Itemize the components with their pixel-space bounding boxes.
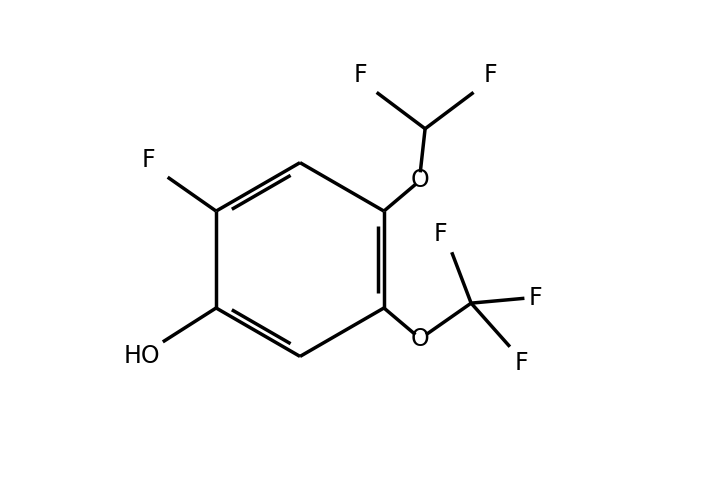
Text: F: F bbox=[142, 148, 155, 172]
Text: F: F bbox=[433, 222, 447, 246]
Text: O: O bbox=[411, 168, 430, 192]
Text: F: F bbox=[529, 286, 542, 310]
Text: O: O bbox=[411, 327, 430, 351]
Text: F: F bbox=[484, 63, 497, 87]
Text: F: F bbox=[515, 351, 529, 375]
Text: F: F bbox=[354, 63, 367, 87]
Text: HO: HO bbox=[123, 344, 160, 368]
